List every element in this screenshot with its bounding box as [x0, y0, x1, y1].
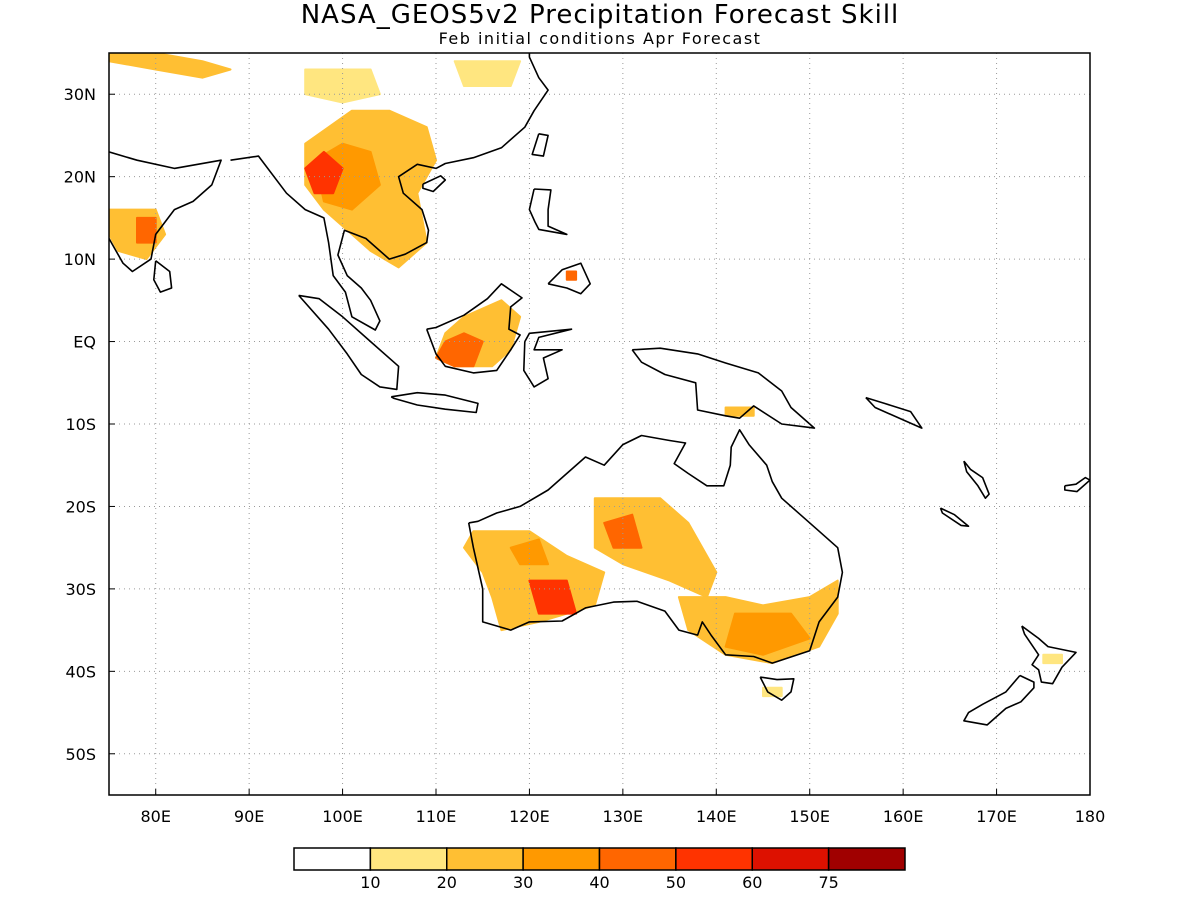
skill-area-tibet: [304, 68, 381, 104]
coastline-australia: [467, 428, 844, 664]
skill-area-new-zealand-spot: [1042, 653, 1063, 665]
lat-tick-label: 50S: [65, 745, 96, 764]
colorbar-swatch: [827, 847, 906, 871]
skill-area-central-australia-peak: [603, 513, 643, 549]
lat-tick-label: 30S: [65, 580, 96, 599]
lat-tick-label: 10N: [64, 250, 96, 269]
coastline-borneo: [425, 282, 523, 374]
colorbar-swatch: [446, 847, 524, 871]
lat-tick-label: 20S: [65, 497, 96, 516]
lon-tick-label: 80E: [140, 807, 170, 826]
lon-tick-label: 170E: [976, 807, 1017, 826]
lat-tick-label: 20N: [64, 168, 96, 187]
coastline-sulawesi: [522, 328, 573, 388]
coastlines: [109, 53, 1090, 726]
colorbar-swatch: [598, 847, 677, 871]
lon-tick-label: 160E: [883, 807, 924, 826]
colorbar-swatch: [293, 847, 372, 871]
skill-area-se-australia-core: [724, 612, 811, 656]
coastline-nz-south-island: [963, 674, 1035, 726]
skill-area-india-south-peak: [136, 216, 157, 244]
lon-tick-label: 120E: [509, 807, 550, 826]
lon-tick-label: 150E: [789, 807, 830, 826]
lon-tick-label: 90E: [234, 807, 264, 826]
coastline-solomon-islands: [865, 396, 923, 429]
colorbar-swatch: [369, 847, 448, 871]
colorbar-label: 30: [513, 873, 533, 892]
skill-area-new-guinea-spot: [724, 406, 755, 417]
map-title: NASA_GEOS5v2 Precipitation Forecast Skil…: [300, 0, 900, 30]
colorbar-label: 10: [360, 873, 380, 892]
coastline-sumatra: [298, 294, 400, 391]
colorbar-swatch: [675, 847, 753, 871]
coastline-vanuatu: [963, 460, 990, 500]
colorbar-label: 60: [742, 873, 762, 892]
colorbar-label: 50: [666, 873, 686, 892]
skill-area-sw-australia-core: [509, 538, 550, 566]
skill-layer: [109, 53, 1063, 698]
coastline-hainan: [422, 175, 447, 193]
coastline-new-guinea: [631, 347, 816, 429]
coastline-new-caledonia: [939, 507, 970, 528]
latitude-labels: 30N 20N 10N EQ 10S 20S 30S 40S 50S: [64, 85, 115, 764]
colorbar-label: 40: [589, 873, 609, 892]
skill-area-south-asia-north: [109, 53, 232, 79]
colorbar-label: 75: [818, 873, 838, 892]
colorbar: 10 20 30 40 50 60 75: [293, 847, 906, 892]
coastline-luzon: [528, 188, 568, 236]
coastline-tasmania: [759, 676, 795, 702]
coastline-mainland-asia: [230, 53, 549, 331]
lat-tick-label: EQ: [73, 333, 96, 352]
lon-tick-label: 110E: [416, 807, 457, 826]
coastline-sri-lanka: [153, 260, 173, 293]
colorbar-swatch: [751, 847, 830, 871]
lon-tick-label: 140E: [696, 807, 737, 826]
lon-tick-label: 100E: [322, 807, 363, 826]
coastline-taiwan: [531, 133, 549, 157]
lat-tick-label: 10S: [65, 415, 96, 434]
skill-area-east-china: [453, 60, 522, 87]
lon-tick-label: 130E: [603, 807, 644, 826]
lat-tick-label: 30N: [64, 85, 96, 104]
colorbar-label: 20: [437, 873, 457, 892]
coastline-java: [390, 391, 479, 414]
coastline-india: [109, 151, 222, 273]
coastline-fiji: [1064, 476, 1090, 493]
skill-area-myanmar-peak: [304, 150, 344, 195]
colorbar-swatch: [522, 847, 601, 871]
coastline-nz-north-island: [1021, 625, 1077, 685]
skill-area-tasmania-spot: [762, 686, 783, 698]
lat-tick-label: 40S: [65, 662, 96, 681]
longitude-labels: 80E 90E 100E 110E 120E 130E 140E 150E 160E 170E 18…: [140, 789, 1105, 826]
skill-area-philippines-spot: [565, 270, 578, 281]
map-subtitle: Feb initial conditions Apr Forecast: [438, 29, 762, 48]
coastline-mindanao: [547, 262, 592, 295]
skill-area-sw-australia-peak: [528, 579, 578, 615]
lon-tick-label: 180: [1075, 807, 1106, 826]
